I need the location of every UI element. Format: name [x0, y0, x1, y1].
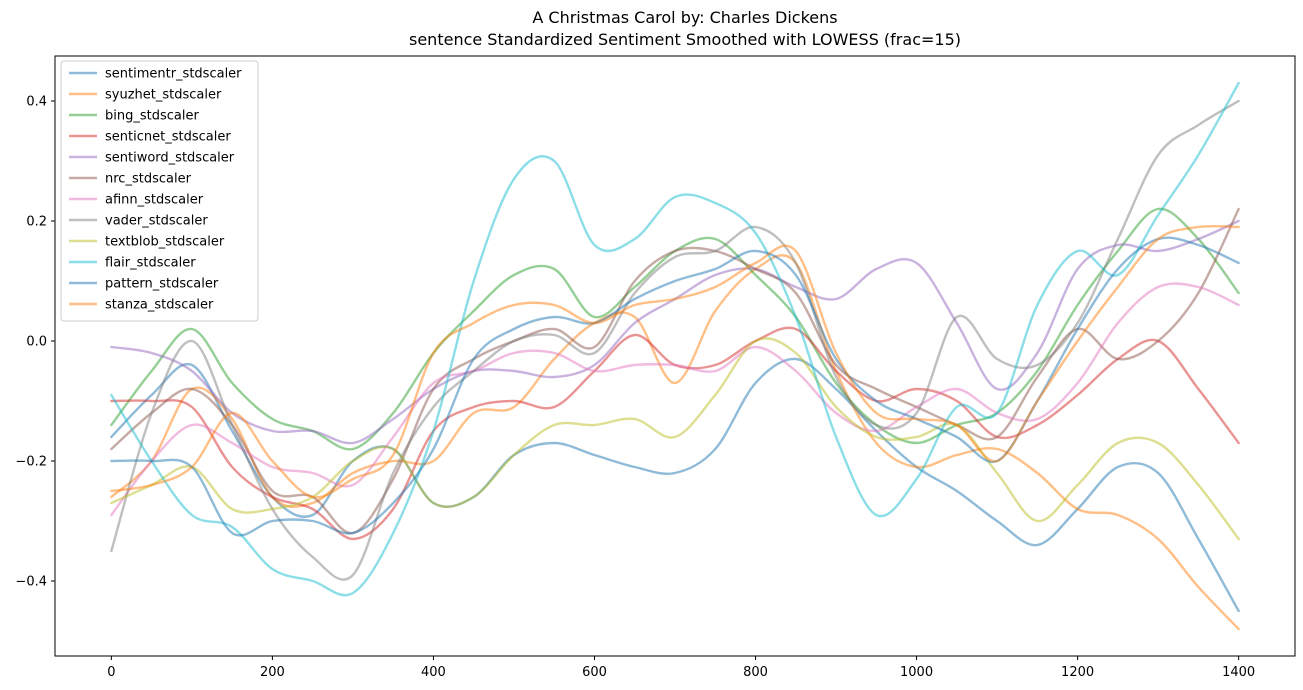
y-tick-label: 0.0: [26, 335, 47, 350]
legend-label: nrc_stdscaler: [105, 172, 192, 187]
legend-label: syuzhet_stdscaler: [105, 88, 222, 103]
y-tick-label: −0.2: [15, 455, 47, 470]
x-tick-label: 0: [107, 665, 115, 680]
legend-box: [60, 60, 259, 322]
y-tick-label: 0.4: [26, 95, 47, 110]
x-tick-label: 1200: [1061, 665, 1094, 680]
series-line-syuzhet_stdscaler: [110, 254, 1240, 631]
legend-label: sentimentr_stdscaler: [105, 67, 242, 82]
legend-label: sentiword_stdscaler: [105, 151, 235, 166]
legend-label: pattern_stdscaler: [105, 277, 219, 292]
series-line-stanza_stdscaler: [110, 224, 1240, 499]
x-tick-label: 1400: [1222, 665, 1255, 680]
series-line-textblob_stdscaler: [110, 337, 1240, 541]
legend-label: bing_stdscaler: [105, 109, 199, 124]
legend-label: stanza_stdscaler: [105, 298, 214, 313]
chart-title: A Christmas Carol by: Charles Dickens: [532, 8, 837, 27]
plot-frame: [54, 55, 1296, 657]
series-line-sentiword_stdscaler: [110, 219, 1240, 445]
series-line-flair_stdscaler: [110, 81, 1240, 597]
legend-label: textblob_stdscaler: [105, 235, 225, 250]
y-tick-label: −0.4: [15, 575, 47, 590]
legend-label: afinn_stdscaler: [105, 193, 204, 208]
x-tick-label: 400: [421, 665, 446, 680]
legend-label: vader_stdscaler: [105, 214, 208, 229]
series-line-afinn_stdscaler: [110, 282, 1240, 517]
legend-label: flair_stdscaler: [105, 256, 196, 271]
series-line-pattern_stdscaler: [110, 236, 1240, 537]
x-tick-label: 800: [743, 665, 768, 680]
x-tick-label: 600: [582, 665, 607, 680]
axis-layer: 0 200 400 600 800 1000 1200 1400 0.4 0.2 0.0 −0.2 −0…: [15, 95, 1255, 681]
legend-label: senticnet_stdscaler: [105, 130, 231, 145]
legend: sentimentr_stdscaler syuzhet_stdscalerbin…: [60, 60, 259, 322]
x-tick-label: 1000: [900, 665, 933, 680]
series-layer: [110, 81, 1240, 631]
y-tick-label: 0.2: [26, 215, 47, 230]
chart-subtitle: sentence Standardized Sentiment Smoothed…: [409, 30, 961, 49]
x-tick-label: 200: [260, 665, 285, 680]
series-line-sentimentr_stdscaler: [110, 357, 1240, 613]
